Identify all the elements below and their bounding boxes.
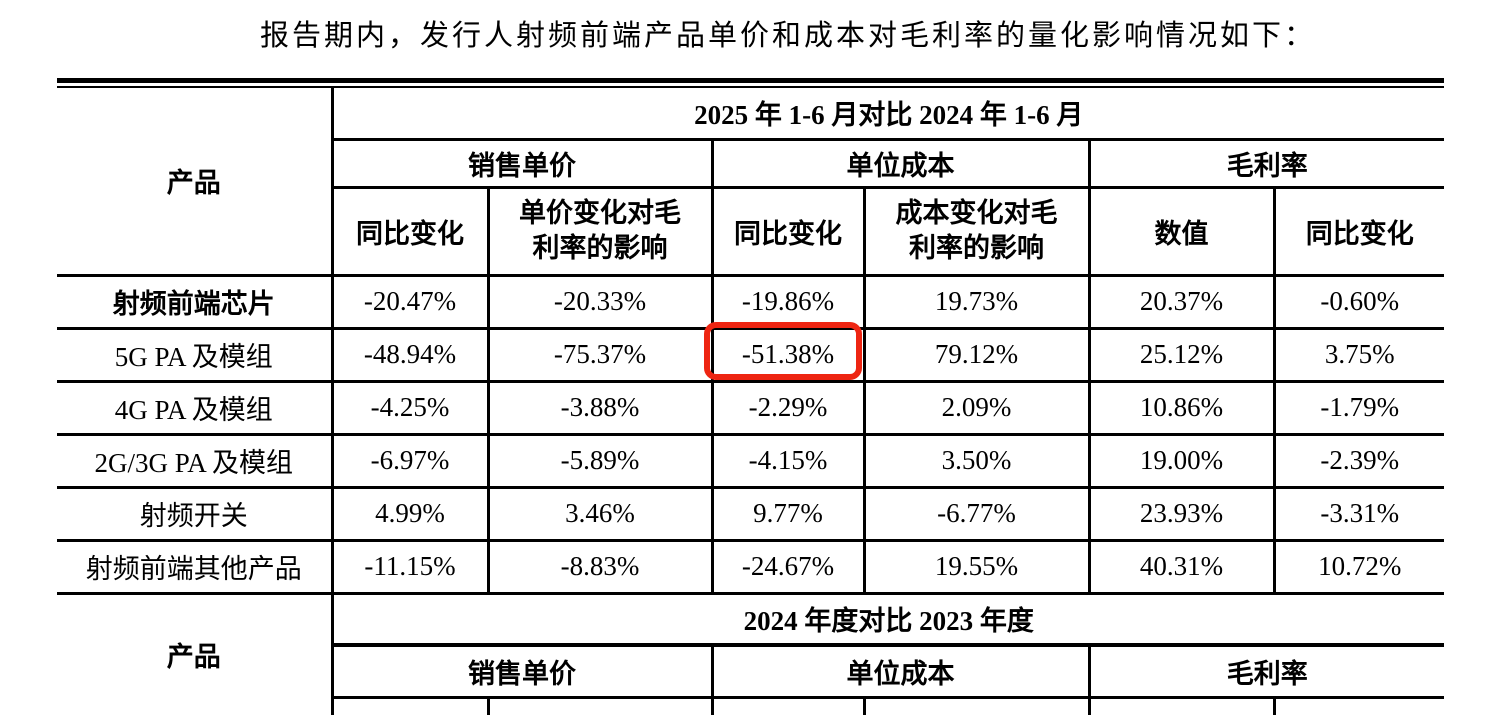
impact-table-container: 产品 2025 年 1-6 月对比 2024 年 1-6 月 销售单价 单位成本… bbox=[57, 78, 1445, 715]
group-header-sales-unit-price-2: 销售单价 bbox=[330, 643, 714, 699]
value-cell: -75.37% bbox=[486, 326, 714, 383]
section1-period-header: 2025 年 1-6 月对比 2024 年 1-6 月 bbox=[330, 88, 1445, 141]
value-cell: -48.94% bbox=[330, 326, 490, 383]
table-row-4g-pa: 4G PA 及模组 -4.25% -3.88% -2.29% 2.09% 10.… bbox=[57, 379, 1445, 436]
product-cell: 射频前端芯片 bbox=[57, 273, 334, 330]
value-cell: -11.15% bbox=[330, 538, 490, 595]
table-row-rf-frontend-chip: 射频前端芯片 -20.47% -20.33% -19.86% 19.73% 20… bbox=[57, 273, 1445, 330]
group-header-gross-margin: 毛利率 bbox=[1087, 137, 1445, 189]
value-cell: -5.89% bbox=[486, 432, 714, 489]
section1-header-row-1: 产品 2025 年 1-6 月对比 2024 年 1-6 月 bbox=[57, 88, 1445, 277]
col-header-cost-impact: 成本变化对毛 利率的影响 bbox=[862, 185, 1091, 277]
value-cell: -8.83% bbox=[486, 538, 714, 595]
section2-header-row-1: 产品 2024 年度对比 2023 年度 bbox=[57, 591, 1445, 715]
value-cell: 23.93% bbox=[1087, 485, 1276, 542]
table-top-rule-gap bbox=[57, 83, 1444, 86]
col-header-margin-value: 数值 bbox=[1087, 185, 1276, 277]
table-cell-stub bbox=[330, 695, 490, 715]
value-cell: 79.12% bbox=[862, 326, 1091, 383]
group-header-unit-cost: 单位成本 bbox=[710, 137, 1091, 189]
value-cell: -4.15% bbox=[710, 432, 866, 489]
value-cell: 10.86% bbox=[1087, 379, 1276, 436]
value-cell: 3.46% bbox=[486, 485, 714, 542]
value-cell: -20.33% bbox=[486, 273, 714, 330]
product-cell: 5G PA 及模组 bbox=[57, 326, 334, 383]
value-cell: -24.67% bbox=[710, 538, 866, 595]
col-header-yoy-change-cost: 同比变化 bbox=[710, 185, 866, 277]
section2-period-header: 2024 年度对比 2023 年度 bbox=[330, 591, 1445, 647]
product-cell: 4G PA 及模组 bbox=[57, 379, 334, 436]
value-cell: -3.31% bbox=[1272, 485, 1445, 542]
value-cell: 20.37% bbox=[1087, 273, 1276, 330]
value-cell: 9.77% bbox=[710, 485, 866, 542]
group-header-sales-unit-price: 销售单价 bbox=[330, 137, 714, 189]
value-cell: 3.75% bbox=[1272, 326, 1445, 383]
value-cell: 10.72% bbox=[1272, 538, 1445, 595]
product-column-header: 产品 bbox=[57, 88, 334, 277]
value-cell: -2.29% bbox=[710, 379, 866, 436]
value-cell: -3.88% bbox=[486, 379, 714, 436]
table-cell-stub bbox=[1087, 695, 1276, 715]
value-cell: 19.73% bbox=[862, 273, 1091, 330]
table-cell-stub bbox=[862, 695, 1091, 715]
value-cell: -20.47% bbox=[330, 273, 490, 330]
value-cell: -0.60% bbox=[1272, 273, 1445, 330]
value-cell: -4.25% bbox=[330, 379, 490, 436]
product-cell: 射频开关 bbox=[57, 485, 334, 542]
table-top-rule-thin bbox=[57, 86, 1444, 88]
value-cell: 19.55% bbox=[862, 538, 1091, 595]
section2-header-row-2: 销售单价 单位成本 毛利率 bbox=[57, 643, 1445, 699]
table-cell-stub bbox=[710, 695, 866, 715]
col-header-yoy-change-margin: 同比变化 bbox=[1272, 185, 1445, 277]
group-header-unit-cost-2: 单位成本 bbox=[710, 643, 1091, 699]
value-cell: -1.79% bbox=[1272, 379, 1445, 436]
value-cell: -6.97% bbox=[330, 432, 490, 489]
value-cell: -6.77% bbox=[862, 485, 1091, 542]
value-cell: 19.00% bbox=[1087, 432, 1276, 489]
value-cell: 4.99% bbox=[330, 485, 490, 542]
col-header-yoy-change-price: 同比变化 bbox=[330, 185, 490, 277]
value-cell: -2.39% bbox=[1272, 432, 1445, 489]
section1-header-row-2: 销售单价 单位成本 毛利率 bbox=[57, 137, 1445, 189]
table-top-rule-thick bbox=[57, 78, 1444, 83]
value-cell: 2.09% bbox=[862, 379, 1091, 436]
table-row-5g-pa: 5G PA 及模组 -48.94% -75.37% -51.38% 79.12%… bbox=[57, 326, 1445, 383]
section1-header-row-3: 同比变化 单价变化对毛 利率的影响 同比变化 成本变化对毛 利率的影响 数值 同… bbox=[57, 185, 1445, 277]
col-header-price-impact: 单价变化对毛 利率的影响 bbox=[486, 185, 714, 277]
product-cell: 2G/3G PA 及模组 bbox=[57, 432, 334, 489]
margin-impact-table: 产品 2025 年 1-6 月对比 2024 年 1-6 月 销售单价 单位成本… bbox=[57, 88, 1445, 715]
group-header-gross-margin-2: 毛利率 bbox=[1087, 643, 1445, 699]
value-cell: 3.50% bbox=[862, 432, 1091, 489]
product-cell: 射频前端其他产品 bbox=[57, 538, 334, 595]
table-cell-stub bbox=[1272, 695, 1445, 715]
value-cell-highlighted: -51.38% bbox=[710, 326, 866, 383]
product-column-header-2: 产品 bbox=[57, 591, 334, 715]
table-cell-stub bbox=[486, 695, 714, 715]
table-row-2g3g-pa: 2G/3G PA 及模组 -6.97% -5.89% -4.15% 3.50% … bbox=[57, 432, 1445, 489]
page-title: 报告期内，发行人射频前端产品单价和成本对毛利率的量化影响情况如下： bbox=[260, 20, 1317, 52]
value-cell: 40.31% bbox=[1087, 538, 1276, 595]
table-row-rf-other: 射频前端其他产品 -11.15% -8.83% -24.67% 19.55% 4… bbox=[57, 538, 1445, 595]
table-row-rf-switch: 射频开关 4.99% 3.46% 9.77% -6.77% 23.93% -3.… bbox=[57, 485, 1445, 542]
value-cell: 25.12% bbox=[1087, 326, 1276, 383]
value-cell: -19.86% bbox=[710, 273, 866, 330]
